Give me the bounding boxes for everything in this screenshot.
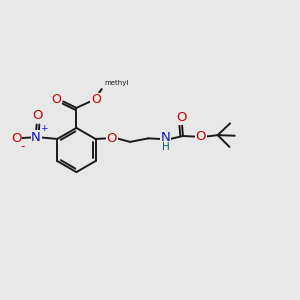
Text: H: H bbox=[162, 142, 170, 152]
Text: O: O bbox=[195, 130, 206, 143]
Text: O: O bbox=[176, 111, 187, 124]
Text: O: O bbox=[32, 109, 43, 122]
Text: O: O bbox=[106, 132, 117, 145]
Text: methyl: methyl bbox=[104, 80, 128, 85]
Text: +: + bbox=[40, 124, 48, 133]
Text: O: O bbox=[51, 93, 61, 106]
Text: -: - bbox=[20, 140, 25, 153]
Text: O: O bbox=[11, 132, 21, 145]
Text: N: N bbox=[31, 131, 41, 144]
Text: O: O bbox=[91, 93, 101, 106]
Text: N: N bbox=[160, 131, 170, 144]
